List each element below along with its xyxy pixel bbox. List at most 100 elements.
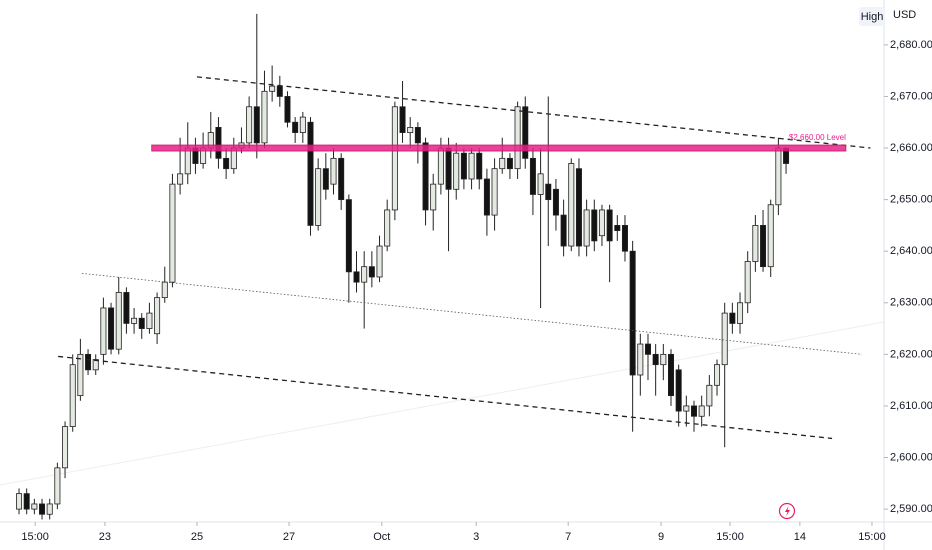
candle-body bbox=[307, 121, 314, 226]
candle-body bbox=[460, 152, 467, 180]
candle-body bbox=[621, 225, 628, 252]
candle-body bbox=[223, 157, 230, 170]
candle-body bbox=[637, 343, 644, 376]
y-tick-label: 2,670.00 bbox=[890, 90, 932, 102]
candle-body bbox=[39, 503, 46, 515]
alert-bolt[interactable] bbox=[785, 506, 790, 517]
candle-body bbox=[575, 168, 582, 247]
candle-body bbox=[775, 147, 782, 206]
y-tick-label: 2,590.00 bbox=[890, 503, 932, 515]
candle-body bbox=[384, 209, 391, 247]
candle-body bbox=[292, 121, 299, 133]
x-tick-label: 15:00 bbox=[716, 531, 744, 543]
candle-body bbox=[560, 214, 567, 247]
x-tick-label: 15:00 bbox=[21, 531, 49, 543]
candle-body bbox=[721, 312, 728, 366]
x-tick-label: 15:00 bbox=[858, 531, 886, 543]
candle-body bbox=[253, 106, 260, 144]
candle-body bbox=[407, 127, 414, 133]
candle-body bbox=[591, 209, 598, 242]
candle-body bbox=[215, 127, 222, 159]
currency-label[interactable]: USD bbox=[893, 9, 916, 21]
candle-body bbox=[391, 106, 398, 211]
candle-body bbox=[31, 503, 38, 510]
candle-body bbox=[46, 503, 53, 515]
candle-body bbox=[598, 209, 605, 237]
candle-body bbox=[675, 369, 682, 412]
candle-body bbox=[353, 271, 360, 283]
candle-body bbox=[453, 152, 460, 190]
candle-body bbox=[62, 426, 69, 469]
candle-body bbox=[376, 245, 383, 278]
candle-body bbox=[284, 96, 291, 123]
candle-body bbox=[652, 353, 659, 366]
candle-body bbox=[522, 106, 529, 159]
candle-body bbox=[146, 312, 153, 329]
candle-body bbox=[315, 168, 322, 226]
candle-body bbox=[138, 317, 145, 329]
y-tick-label: 2,630.00 bbox=[890, 297, 932, 309]
x-tick-label: 25 bbox=[191, 531, 203, 543]
candle-body bbox=[345, 199, 352, 273]
y-tick-label: 2,660.00 bbox=[890, 142, 932, 154]
candle-body bbox=[368, 266, 375, 278]
candle-body bbox=[552, 188, 559, 216]
candle-body bbox=[629, 250, 636, 376]
candle-body bbox=[338, 157, 345, 201]
candle-body bbox=[752, 225, 759, 262]
candle-body bbox=[154, 297, 161, 335]
candle-body bbox=[430, 183, 437, 211]
candle-body bbox=[276, 85, 283, 97]
candle-body bbox=[537, 173, 544, 195]
candle-body bbox=[414, 127, 421, 144]
candle-body bbox=[698, 405, 705, 417]
candle-body bbox=[399, 106, 406, 133]
candle-body bbox=[330, 157, 337, 185]
candle-body bbox=[644, 343, 651, 355]
trend-line bbox=[196, 76, 871, 149]
candle-body bbox=[299, 116, 306, 133]
y-tick-label: 2,620.00 bbox=[890, 348, 932, 360]
candle-body bbox=[660, 353, 667, 366]
candle-body bbox=[514, 106, 521, 170]
y-tick-label: 2,640.00 bbox=[890, 245, 932, 257]
candle-body bbox=[422, 142, 429, 211]
candle-body bbox=[261, 90, 268, 144]
y-tick-label: 2,650.00 bbox=[890, 194, 932, 206]
candle-body bbox=[667, 353, 674, 397]
candle-body bbox=[737, 302, 744, 324]
candle-body bbox=[69, 364, 76, 427]
candle-body bbox=[545, 183, 552, 201]
candle-body bbox=[483, 178, 490, 216]
candle-body bbox=[131, 317, 138, 324]
y-tick-label: 2,600.00 bbox=[890, 451, 932, 463]
candle-body bbox=[100, 307, 107, 355]
candle-body bbox=[714, 364, 721, 386]
candle-body bbox=[499, 157, 506, 170]
candle-body bbox=[115, 292, 122, 350]
candle-body bbox=[683, 405, 690, 412]
candle-body bbox=[614, 225, 621, 231]
x-tick-label: 27 bbox=[283, 531, 295, 543]
candle-body bbox=[85, 353, 92, 371]
alert-icon[interactable] bbox=[778, 502, 796, 520]
candle-body bbox=[606, 209, 613, 242]
price-source-label[interactable]: High bbox=[861, 11, 884, 23]
candle-body bbox=[506, 157, 513, 170]
candle-body bbox=[16, 493, 23, 510]
candle-body bbox=[437, 147, 444, 185]
y-tick-label: 2,680.00 bbox=[890, 39, 932, 51]
candle-body bbox=[108, 307, 115, 350]
level-line bbox=[151, 144, 847, 152]
candle-body bbox=[529, 157, 536, 195]
candle-body bbox=[54, 467, 61, 505]
x-tick-label: 9 bbox=[658, 531, 664, 543]
trend-line bbox=[58, 355, 833, 440]
price-source-button[interactable] bbox=[859, 7, 885, 26]
candle-body bbox=[169, 183, 176, 283]
candle-body bbox=[691, 405, 698, 417]
candle-body bbox=[729, 312, 736, 324]
candle-body bbox=[361, 266, 368, 283]
